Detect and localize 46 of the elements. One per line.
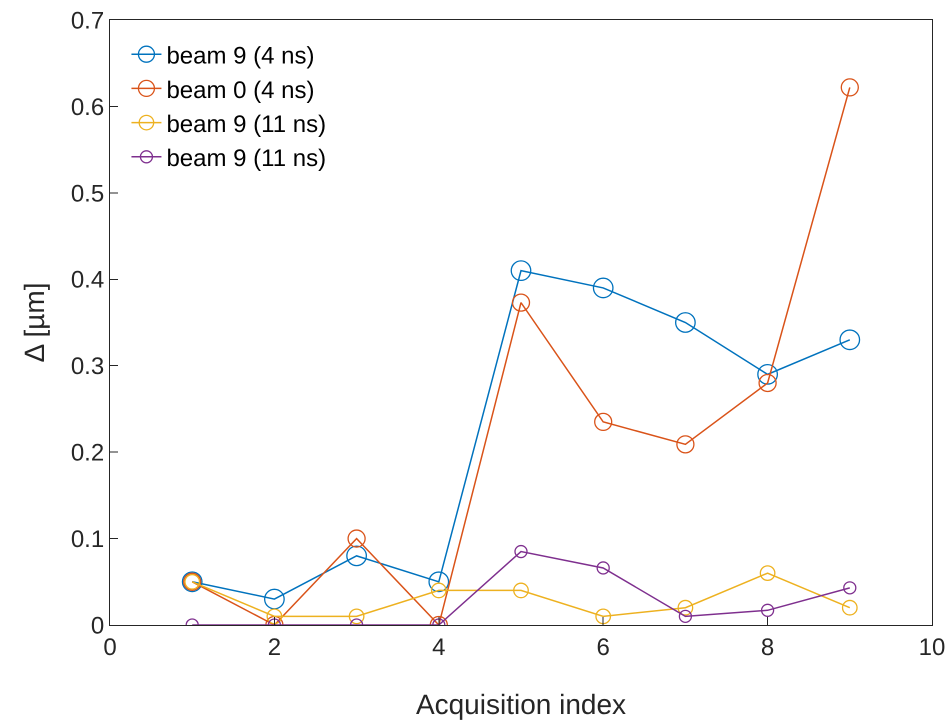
legend-label: beam 9 (11 ns): [166, 110, 326, 138]
point: [510, 260, 532, 282]
point: [514, 544, 528, 558]
y-axis-title: Δ [µm]: [19, 282, 50, 362]
legend-label: beam 9 (4 ns): [166, 42, 315, 70]
point: [513, 582, 529, 598]
point: [678, 600, 694, 616]
point: [758, 374, 777, 392]
point: [676, 435, 695, 454]
point: [839, 329, 860, 350]
point: [840, 78, 859, 97]
point: [843, 581, 856, 594]
point: [264, 588, 285, 610]
legend-label: beam 9 (11 ns): [166, 145, 326, 172]
point: [346, 545, 367, 566]
point: [678, 610, 692, 624]
point: [428, 571, 450, 592]
y-tick-label: 0.4: [70, 266, 104, 294]
x-tick-label: 4: [432, 634, 446, 661]
legend-label: beam 0 (4 ns): [166, 76, 315, 104]
point: [842, 600, 858, 616]
x-tick-label: 10: [918, 634, 946, 661]
y-tick-label: 0.7: [70, 7, 104, 34]
x-axis-title: Acquisition index: [416, 689, 626, 720]
point: [430, 582, 447, 598]
x-tick-label: 6: [596, 634, 610, 661]
point: [596, 561, 610, 575]
point: [595, 608, 612, 624]
point: [348, 608, 364, 624]
point: [266, 608, 282, 624]
y-tick-label: 0: [90, 612, 104, 640]
point: [347, 529, 366, 548]
point: [760, 565, 776, 582]
point: [757, 364, 778, 385]
x-tick-label: 2: [268, 634, 282, 661]
point: [594, 412, 612, 432]
point: [512, 293, 530, 312]
y-tick-label: 0.5: [70, 180, 104, 208]
y-tick-label: 0.3: [70, 353, 104, 380]
x-tick-label: 8: [760, 634, 774, 661]
y-tick-label: 0.6: [70, 94, 104, 121]
y-tick-label: 0.2: [70, 440, 104, 467]
point: [760, 604, 774, 617]
point: [675, 312, 696, 333]
point: [592, 278, 614, 298]
y-tick-label: 0.1: [70, 526, 104, 553]
